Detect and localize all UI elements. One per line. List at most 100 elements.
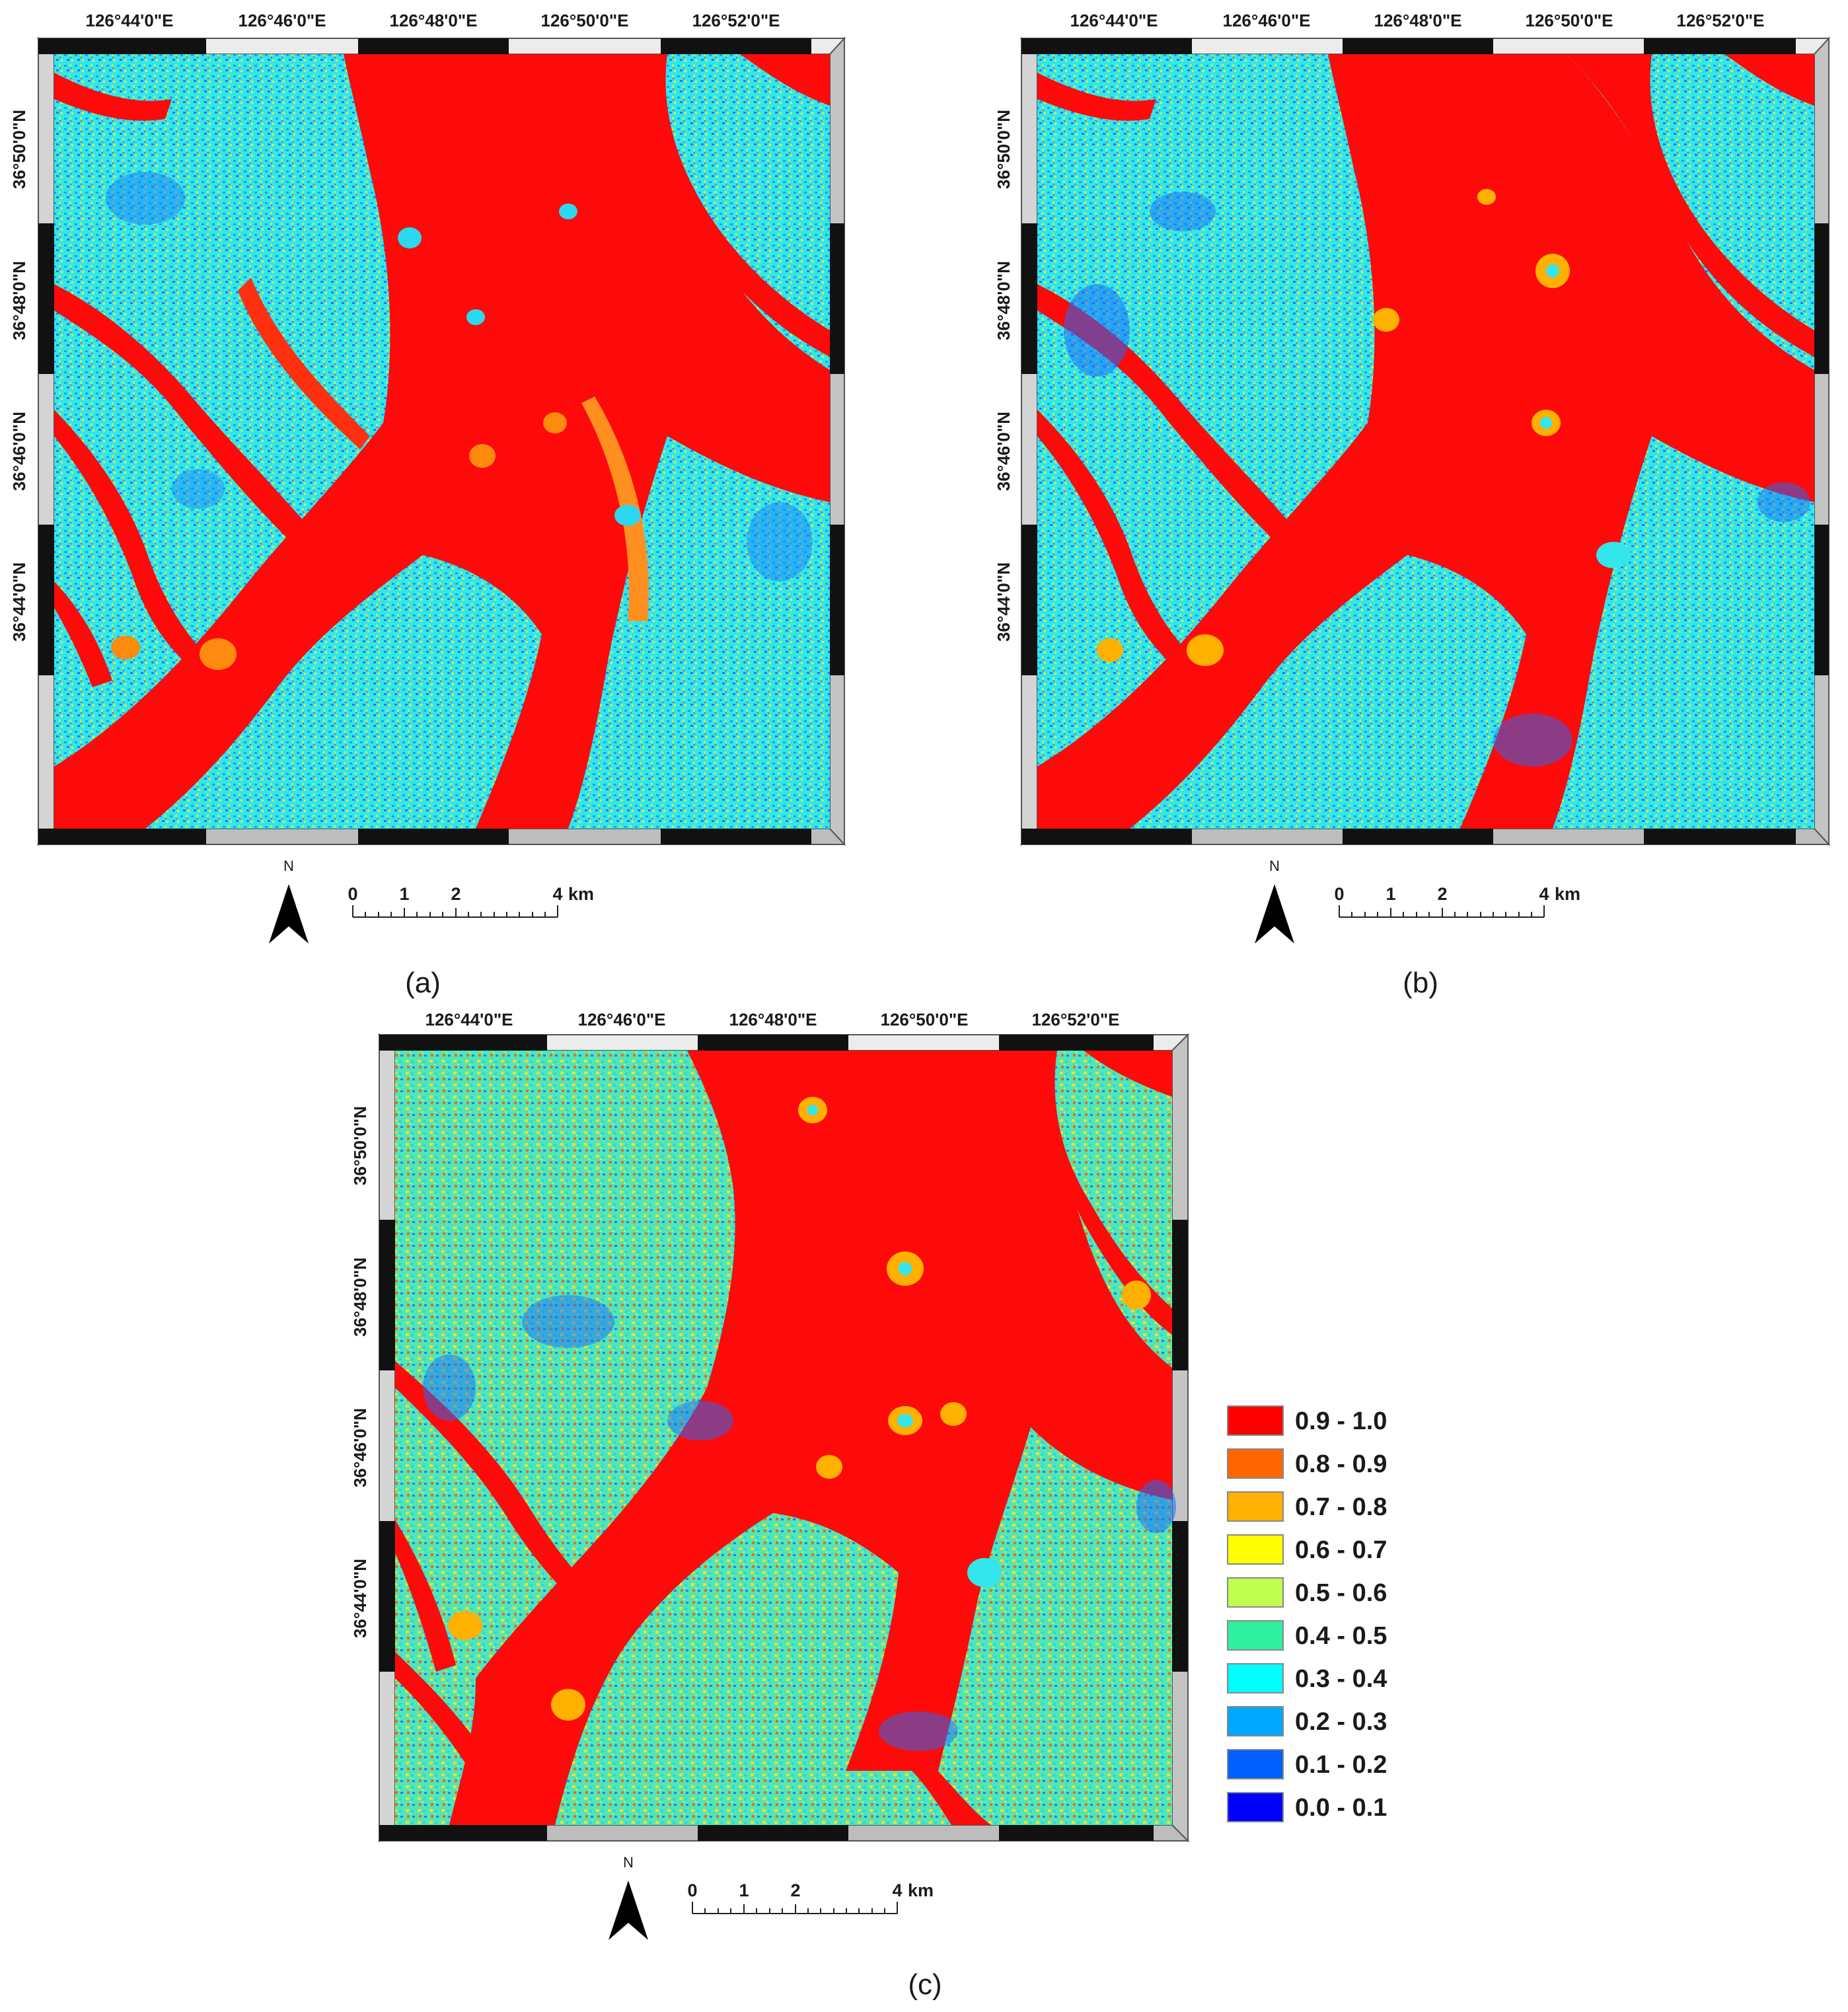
- legend-item: 0.7 - 0.8: [1227, 1491, 1387, 1522]
- lon-label: 126°44'0"E: [1070, 11, 1158, 30]
- lat-label: 36°48'0"N: [350, 1257, 370, 1337]
- scale-tick-label: 0: [348, 884, 357, 904]
- legend-item: 0.9 - 1.0: [1227, 1405, 1387, 1436]
- latitude-labels-left: 36°50'0"N 36°48'0"N 36°46'0"N 36°44'0"N: [9, 110, 29, 642]
- panel-b: 126°44'0"E 126°46'0"E 126°48'0"E 126°50'…: [994, 11, 1831, 999]
- north-label: N: [283, 858, 294, 874]
- legend-item: 0.0 - 0.1: [1227, 1792, 1387, 1822]
- lat-label: 36°46'0"N: [350, 1408, 370, 1487]
- panel-c: 126°44'0"E 126°46'0"E 126°48'0"E 126°50'…: [350, 1010, 1190, 2001]
- legend-swatch: [1227, 1491, 1284, 1522]
- lat-label: 36°48'0"N: [994, 261, 1014, 340]
- map-frame: [36, 36, 846, 846]
- scale-bar: 0 1 2 4 km: [348, 884, 594, 918]
- scale-tick-label: 2: [790, 1881, 800, 1900]
- lon-label: 126°46'0"E: [577, 1010, 665, 1029]
- north-arrow: N: [1255, 858, 1294, 944]
- scale-tick-label: 1: [739, 1881, 749, 1900]
- lon-label: 126°44'0"E: [85, 11, 173, 30]
- scale-unit: km: [908, 1881, 934, 1900]
- legend-swatch: [1227, 1706, 1284, 1736]
- legend-label: 0.0 - 0.1: [1295, 1794, 1387, 1822]
- legend-swatch: [1227, 1663, 1284, 1694]
- legend-item: 0.5 - 0.6: [1227, 1577, 1387, 1608]
- scale-tick-label: 4: [1539, 884, 1549, 904]
- legend-label: 0.4 - 0.5: [1295, 1622, 1387, 1650]
- legend-item: 0.8 - 0.9: [1227, 1448, 1387, 1479]
- legend-swatch: [1227, 1448, 1284, 1479]
- lat-label: 36°44'0"N: [994, 562, 1014, 642]
- legend-label: 0.3 - 0.4: [1295, 1665, 1387, 1693]
- legend-label: 0.2 - 0.3: [1295, 1708, 1387, 1736]
- north-label: N: [1269, 858, 1280, 874]
- north-label: N: [623, 1854, 634, 1871]
- panel-caption: (c): [908, 1968, 942, 2001]
- legend-label: 0.5 - 0.6: [1295, 1579, 1387, 1607]
- north-arrow-icon: [1255, 884, 1294, 944]
- lon-label: 126°52'0"E: [1031, 1010, 1119, 1029]
- legend-label: 0.1 - 0.2: [1295, 1751, 1387, 1779]
- scale-tick-label: 0: [1334, 884, 1344, 904]
- scale-tick-label: 1: [1386, 884, 1395, 904]
- legend-item: 0.3 - 0.4: [1227, 1663, 1387, 1694]
- scale-unit: km: [568, 884, 594, 904]
- scale-tick-label: 1: [399, 884, 409, 904]
- legend-label: 0.7 - 0.8: [1295, 1493, 1387, 1521]
- legend-swatch: [1227, 1620, 1284, 1651]
- map-raster: [395, 1051, 1176, 1825]
- panel-caption: (b): [1403, 967, 1438, 999]
- lon-label: 126°50'0"E: [1525, 11, 1613, 30]
- lon-label: 126°50'0"E: [540, 11, 628, 30]
- map-raster: [1037, 54, 1814, 829]
- legend-swatch: [1227, 1792, 1284, 1822]
- lon-label: 126°52'0"E: [1676, 11, 1764, 30]
- legend-label: 0.6 - 0.7: [1295, 1536, 1387, 1564]
- lat-label: 36°50'0"N: [350, 1106, 370, 1185]
- scale-tick-label: 4: [552, 884, 562, 904]
- legend-swatch: [1227, 1405, 1284, 1436]
- scale-bar: 0 1 2 4 km: [687, 1881, 934, 1914]
- legend-item: 0.6 - 0.7: [1227, 1534, 1387, 1565]
- map-frame: [1019, 36, 1831, 846]
- legend-swatch: [1227, 1749, 1284, 1779]
- legend-swatch: [1227, 1577, 1284, 1608]
- lat-label: 36°50'0"N: [9, 110, 29, 189]
- scale-bar: 0 1 2 4 km: [1334, 884, 1580, 918]
- lon-label: 126°44'0"E: [425, 1010, 513, 1029]
- lat-label: 36°48'0"N: [9, 261, 29, 340]
- lon-label: 126°46'0"E: [1222, 11, 1310, 30]
- lat-label: 36°46'0"N: [9, 412, 29, 491]
- lon-label: 126°48'0"E: [729, 1010, 817, 1029]
- legend-item: 0.2 - 0.3: [1227, 1706, 1387, 1736]
- latitude-labels-left: 36°50'0"N 36°48'0"N 36°46'0"N 36°44'0"N: [350, 1106, 370, 1638]
- lat-label: 36°50'0"N: [994, 110, 1014, 189]
- latitude-labels-left: 36°50'0"N 36°48'0"N 36°46'0"N 36°44'0"N: [994, 110, 1014, 642]
- lon-label: 126°46'0"E: [238, 11, 326, 30]
- north-arrow: N: [609, 1854, 648, 1940]
- panel-caption: (a): [405, 967, 441, 999]
- lon-label: 126°48'0"E: [1374, 11, 1461, 30]
- longitude-labels-top: 126°44'0"E 126°46'0"E 126°48'0"E 126°50'…: [85, 11, 780, 30]
- lon-label: 126°50'0"E: [880, 1010, 968, 1029]
- scale-tick-label: 0: [687, 1881, 697, 1900]
- lat-label: 36°44'0"N: [9, 562, 29, 642]
- lat-label: 36°46'0"N: [994, 412, 1014, 491]
- legend: 0.9 - 1.0 0.8 - 0.9 0.7 - 0.8 0.6 - 0.7 …: [1227, 1405, 1387, 1822]
- map-frame: [377, 1033, 1190, 1843]
- legend-swatch: [1227, 1534, 1284, 1565]
- legend-item: 0.4 - 0.5: [1227, 1620, 1387, 1651]
- scale-tick-label: 2: [451, 884, 461, 904]
- scale-tick-label: 2: [1437, 884, 1447, 904]
- longitude-labels-top: 126°44'0"E 126°46'0"E 126°48'0"E 126°50'…: [425, 1010, 1119, 1029]
- lon-label: 126°52'0"E: [692, 11, 780, 30]
- legend-item: 0.1 - 0.2: [1227, 1749, 1387, 1779]
- scale-tick-label: 4: [892, 1881, 902, 1900]
- legend-label: 0.8 - 0.9: [1295, 1450, 1387, 1478]
- map-raster: [54, 54, 830, 829]
- longitude-labels-top: 126°44'0"E 126°46'0"E 126°48'0"E 126°50'…: [1070, 11, 1764, 30]
- north-arrow: N: [269, 858, 309, 944]
- panel-a: 126°44'0"E 126°46'0"E 126°48'0"E 126°50'…: [9, 11, 846, 999]
- north-arrow-icon: [269, 884, 309, 944]
- lat-label: 36°44'0"N: [350, 1559, 370, 1638]
